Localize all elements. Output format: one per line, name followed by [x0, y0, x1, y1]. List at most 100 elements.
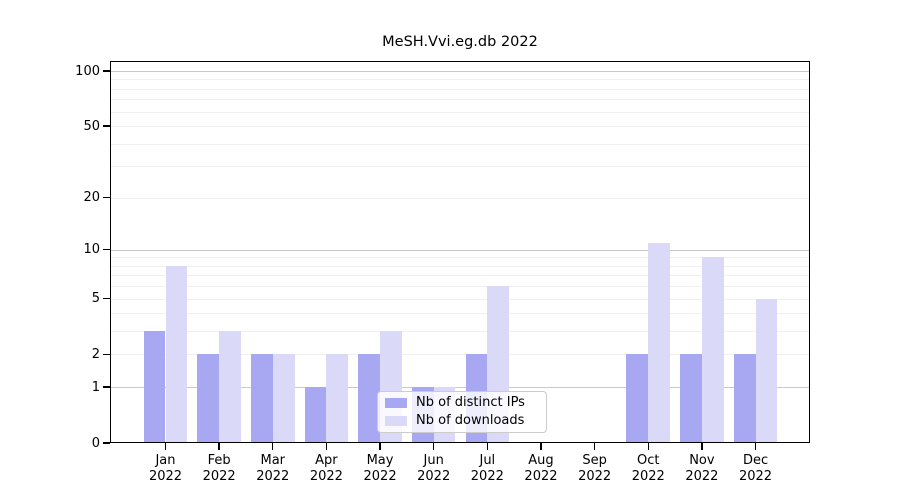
- x-tick-label-line: Mar: [260, 453, 286, 468]
- x-tick-label-line: 2022: [202, 468, 236, 484]
- y-tick-label: 1: [91, 379, 100, 395]
- x-tick-label: Dec 2022: [724, 453, 788, 484]
- x-tick-label: Sep 2022: [563, 453, 627, 484]
- y-tick-label: 5: [91, 291, 100, 307]
- bar-downloads: [219, 331, 241, 443]
- bar-distinct-ips: [680, 354, 702, 443]
- x-tick-label-line: 2022: [256, 468, 290, 484]
- x-tick-label: Mar 2022: [241, 453, 305, 484]
- bar-downloads: [755, 298, 778, 443]
- y-tick: [103, 353, 110, 356]
- y-tick-label: 100: [75, 63, 100, 79]
- y-gridline-minor: [110, 265, 810, 267]
- x-tick-label-line: 2022: [631, 468, 665, 484]
- y-tick: [103, 386, 110, 388]
- x-tick-label-line: Feb: [207, 453, 231, 468]
- y-tick-label: 2: [91, 346, 100, 362]
- legend-label-downloads: Nb of downloads: [416, 413, 525, 429]
- y-gridline-minor: [110, 111, 810, 113]
- y-tick: [103, 442, 110, 444]
- x-tick: [647, 443, 649, 450]
- bar-distinct-ips: [626, 354, 649, 443]
- x-tick-label-line: 2022: [470, 468, 504, 484]
- y-gridline-minor: [110, 126, 810, 128]
- y-gridline-minor: [110, 143, 810, 145]
- x-tick-label: May 2022: [348, 453, 412, 484]
- y-gridline-minor: [110, 286, 810, 288]
- x-tick-label-line: Jan: [155, 453, 176, 468]
- y-tick-label: 50: [83, 118, 100, 134]
- y-tick: [103, 196, 110, 199]
- x-tick-label: Feb 2022: [187, 453, 251, 484]
- x-tick: [164, 443, 167, 450]
- y-gridline-major: [110, 71, 810, 73]
- x-tick-label-line: Jul: [479, 453, 496, 468]
- x-tick-label-line: 2022: [148, 468, 183, 484]
- y-gridline-minor: [110, 197, 810, 199]
- y-gridline-major: [110, 249, 810, 251]
- x-tick-label-line: Apr: [315, 453, 338, 468]
- x-tick: [433, 443, 435, 450]
- x-tick-label: Oct 2022: [616, 453, 680, 484]
- bar-downloads: [701, 257, 724, 443]
- y-gridline-minor: [110, 331, 810, 333]
- x-tick: [540, 443, 542, 450]
- x-tick-label: Jul 2022: [455, 453, 519, 484]
- y-gridline-minor: [110, 313, 810, 315]
- y-gridline-minor: [110, 354, 810, 356]
- x-tick-label-line: 2022: [578, 468, 612, 484]
- y-tick: [103, 249, 110, 251]
- bar-downloads: [272, 354, 295, 443]
- x-tick-label-line: Aug: [528, 453, 554, 468]
- bar-distinct-ips: [250, 354, 273, 443]
- y-tick-label: 10: [83, 242, 100, 258]
- legend-entry-distinct-ips: Nb of distinct IPs: [385, 395, 539, 411]
- y-gridline-minor: [110, 88, 810, 90]
- x-tick: [486, 443, 489, 450]
- bar-downloads: [165, 265, 188, 443]
- y-gridline-minor: [110, 79, 810, 81]
- legend-entry-downloads: Nb of downloads: [385, 414, 539, 430]
- plot-area: [110, 61, 810, 443]
- y-gridline-minor: [110, 166, 810, 168]
- x-tick-label-line: 2022: [363, 468, 397, 484]
- x-tick-label-line: 2022: [309, 468, 343, 484]
- x-tick: [218, 443, 220, 450]
- y-gridline-minor: [110, 298, 810, 300]
- x-tick-label: Nov 2022: [670, 453, 734, 484]
- x-tick: [379, 443, 381, 450]
- x-tick-label-line: 2022: [524, 468, 558, 484]
- x-tick-label-line: 2022: [685, 468, 719, 484]
- x-tick: [701, 443, 703, 450]
- x-tick-label: Apr 2022: [294, 453, 358, 484]
- x-tick-label-line: Nov: [689, 453, 715, 468]
- bar-distinct-ips: [143, 331, 166, 443]
- y-tick-label: 0: [91, 435, 100, 451]
- bar-distinct-ips: [197, 354, 220, 443]
- x-tick-label-line: Sep: [582, 453, 607, 468]
- x-tick: [593, 443, 596, 450]
- x-tick-label: Aug 2022: [509, 453, 573, 484]
- legend-swatch-downloads: [385, 416, 407, 427]
- chart-title: MeSH.Vvi.eg.db 2022: [382, 34, 538, 50]
- x-tick-label: Jun 2022: [402, 453, 466, 484]
- x-tick-label-line: Oct: [637, 453, 660, 468]
- y-gridline-minor: [110, 99, 810, 101]
- bar-downloads: [326, 354, 349, 443]
- x-tick: [272, 443, 274, 450]
- x-tick-label-line: Jun: [423, 453, 444, 468]
- y-tick: [103, 297, 110, 300]
- x-tick: [325, 443, 328, 450]
- y-tick: [103, 125, 110, 127]
- legend-swatch-distinct-ips: [385, 397, 407, 408]
- legend-label-distinct-ips: Nb of distinct IPs: [416, 394, 525, 410]
- x-tick-label-line: May: [366, 453, 394, 468]
- x-tick: [754, 443, 757, 450]
- y-tick: [103, 70, 110, 72]
- bar-downloads: [648, 242, 671, 443]
- y-tick-label: 20: [83, 190, 100, 206]
- y-gridline-minor: [110, 257, 810, 259]
- bar-distinct-ips: [304, 387, 327, 443]
- x-tick-label-line: 2022: [417, 468, 451, 484]
